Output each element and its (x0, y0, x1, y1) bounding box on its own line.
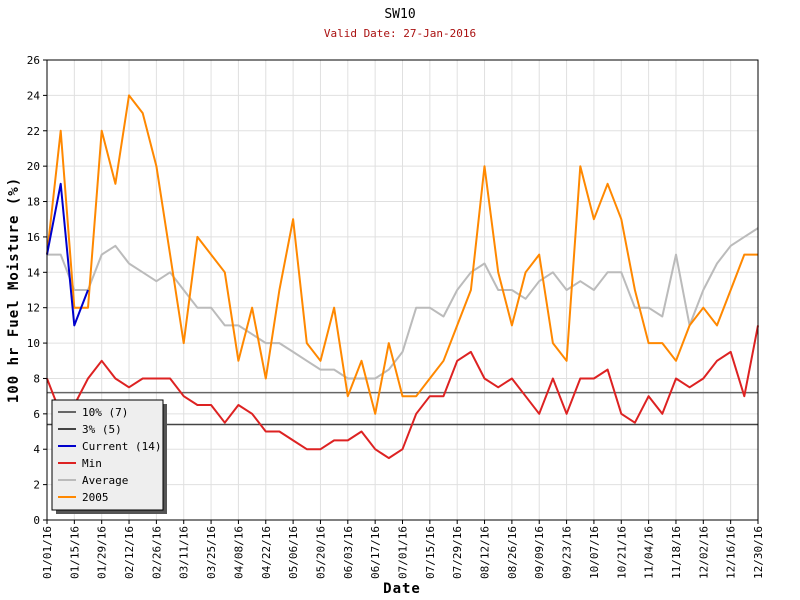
y-tick-label: 26 (27, 54, 40, 67)
x-tick-label: 10/07/16 (588, 526, 601, 579)
x-tick-label: 11/18/16 (670, 526, 683, 579)
y-tick-label: 8 (33, 372, 40, 385)
x-tick-label: 08/12/16 (479, 526, 492, 579)
x-tick-label: 01/01/16 (41, 526, 54, 579)
chart-subtitle: Valid Date: 27-Jan-2016 (324, 27, 476, 40)
legend-label: 3% (5) (82, 423, 122, 436)
x-tick-label: 05/06/16 (287, 526, 300, 579)
y-tick-label: 20 (27, 160, 40, 173)
x-tick-label: 11/04/16 (643, 526, 656, 579)
legend-box (51, 399, 164, 511)
x-tick-label: 07/15/16 (424, 526, 437, 579)
series-line (46, 325, 759, 460)
legend-label: 2005 (82, 491, 109, 504)
x-tick-label: 01/29/16 (96, 526, 109, 579)
y-tick-label: 6 (33, 408, 40, 421)
y-tick-label: 4 (33, 443, 40, 456)
legend-label: 10% (7) (82, 406, 128, 419)
x-tick-label: 10/21/16 (615, 526, 628, 579)
chart-title: SW10 (384, 7, 415, 22)
y-tick-label: 14 (27, 266, 41, 279)
y-axis-label: 100 hr Fuel Moisture (%) (6, 177, 22, 403)
y-tick-label: 18 (27, 196, 40, 209)
y-tick-label: 0 (33, 514, 40, 527)
y-tick-label: 12 (27, 302, 40, 315)
legend-label: Average (82, 474, 128, 487)
x-tick-label: 02/12/16 (123, 526, 136, 579)
series-line (46, 94, 758, 415)
legend-label: Min (82, 457, 102, 470)
x-tick-label: 04/08/16 (232, 526, 245, 579)
y-tick-label: 2 (33, 479, 40, 492)
x-tick-label: 01/15/16 (68, 526, 81, 579)
x-tick-label: 03/11/16 (178, 526, 191, 579)
x-axis-label: Date (383, 581, 421, 597)
x-tick-label: 12/02/16 (697, 526, 710, 579)
x-tick-label: 06/17/16 (369, 526, 382, 579)
x-tick-label: 07/01/16 (397, 526, 410, 579)
x-tick-label: 12/30/16 (752, 526, 765, 579)
x-tick-label: 09/23/16 (561, 526, 574, 579)
x-tick-label: 07/29/16 (451, 526, 464, 579)
legend: 10% (7) 3% (5) Current (14) Min Average 2005 (51, 399, 167, 514)
plot-frame (46, 59, 759, 521)
y-tick-label: 24 (27, 89, 41, 102)
y-tick-label: 10 (27, 337, 40, 350)
y-tick-label: 22 (27, 125, 40, 138)
x-tick-label: 02/26/16 (150, 526, 163, 579)
x-tick-label: 09/09/16 (533, 526, 546, 579)
x-tick-label: 04/22/16 (260, 526, 273, 579)
series-line (46, 182, 89, 327)
x-tick-label: 06/03/16 (342, 526, 355, 579)
x-tick-label: 08/26/16 (506, 526, 519, 579)
x-tick-label: 12/16/16 (725, 526, 738, 579)
x-tick-label: 05/20/16 (314, 526, 327, 579)
legend-label: Current (14) (82, 440, 161, 453)
y-tick-label: 16 (27, 231, 40, 244)
x-tick-label: 03/25/16 (205, 526, 218, 579)
